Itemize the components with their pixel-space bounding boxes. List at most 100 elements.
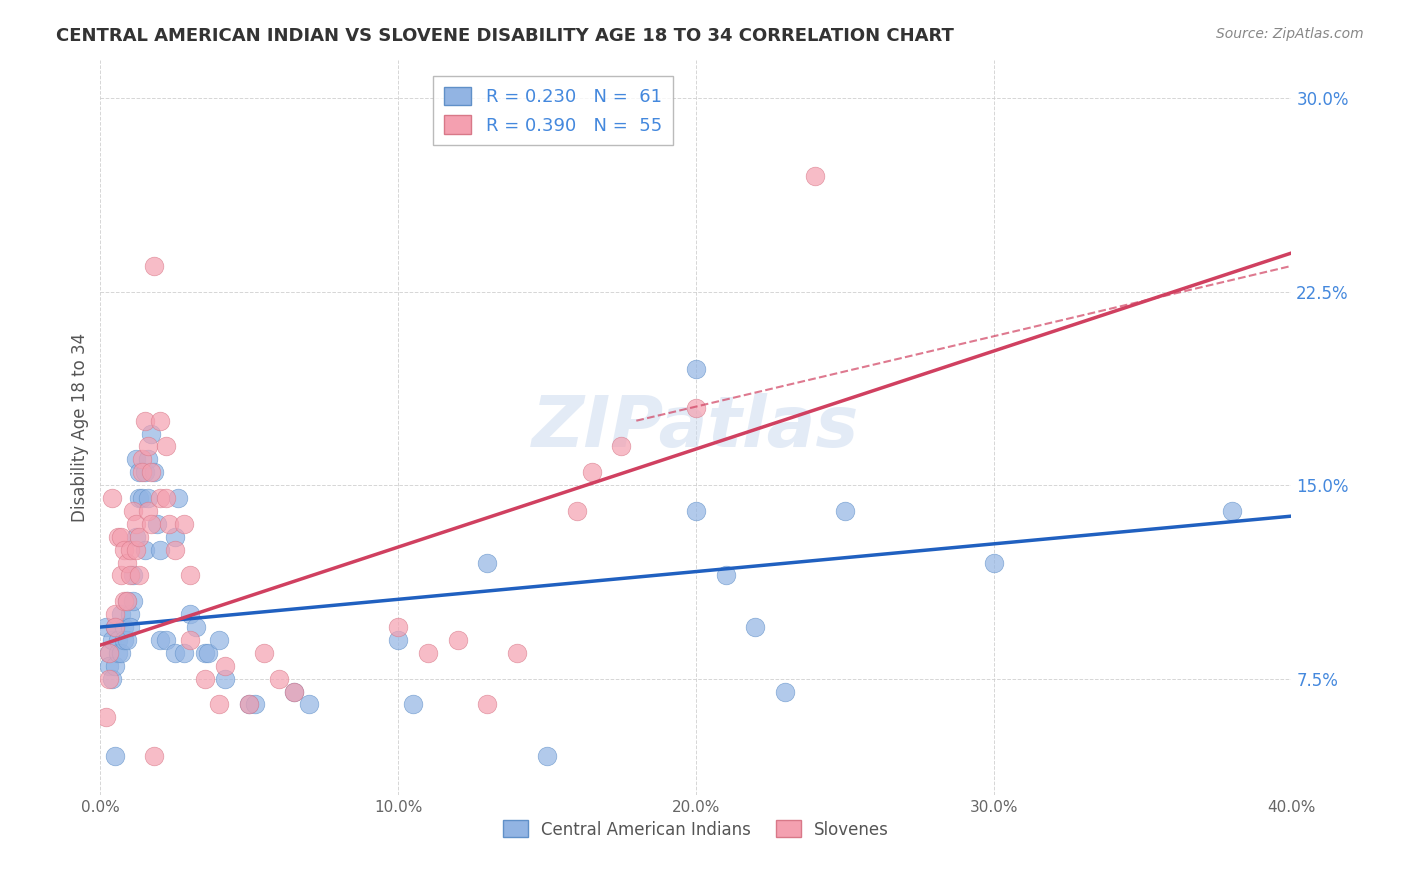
Point [112, 620, 135, 634]
Point [298, 698, 321, 712]
Point [565, 504, 588, 518]
Point [128, 491, 150, 505]
Legend: Central American Indians, Slovenes: Central American Indians, Slovenes [496, 814, 896, 846]
Point [506, 646, 529, 660]
Point [112, 594, 135, 608]
Point [142, 749, 165, 764]
Point [163, 646, 186, 660]
Point [238, 698, 260, 712]
Point [110, 530, 132, 544]
Point [208, 698, 231, 712]
Point [193, 646, 215, 660]
Point [112, 542, 135, 557]
Point [136, 440, 159, 454]
Point [804, 169, 827, 183]
Point [834, 504, 856, 518]
Point [714, 568, 737, 582]
Point [128, 465, 150, 479]
Point [155, 440, 177, 454]
Point [115, 632, 138, 647]
Text: ZIPatlas: ZIPatlas [531, 392, 859, 462]
Point [416, 646, 439, 660]
Point [387, 620, 409, 634]
Point [122, 594, 145, 608]
Point [149, 414, 172, 428]
Point [685, 401, 707, 415]
Point [142, 465, 165, 479]
Point [155, 491, 177, 505]
Point [98, 658, 121, 673]
Point [107, 632, 129, 647]
Point [104, 620, 127, 634]
Point [139, 465, 162, 479]
Point [120, 568, 142, 582]
Point [243, 698, 266, 712]
Point [125, 452, 148, 467]
Point [134, 465, 156, 479]
Point [96, 710, 118, 724]
Point [115, 556, 138, 570]
Point [122, 568, 145, 582]
Point [197, 646, 219, 660]
Point [136, 452, 159, 467]
Point [110, 646, 132, 660]
Point [155, 632, 177, 647]
Point [128, 530, 150, 544]
Point [166, 491, 188, 505]
Point [283, 684, 305, 698]
Point [128, 568, 150, 582]
Point [610, 440, 633, 454]
Point [214, 658, 236, 673]
Y-axis label: Disability Age 18 to 34: Disability Age 18 to 34 [72, 333, 89, 522]
Point [122, 504, 145, 518]
Point [101, 672, 124, 686]
Point [163, 530, 186, 544]
Point [131, 465, 153, 479]
Point [98, 672, 121, 686]
Point [149, 632, 172, 647]
Point [98, 646, 121, 660]
Point [157, 516, 180, 531]
Point [104, 749, 127, 764]
Point [107, 646, 129, 660]
Point [134, 414, 156, 428]
Point [477, 556, 499, 570]
Point [125, 542, 148, 557]
Point [120, 620, 142, 634]
Point [131, 491, 153, 505]
Text: Source: ZipAtlas.com: Source: ZipAtlas.com [1216, 27, 1364, 41]
Point [96, 620, 118, 634]
Point [163, 542, 186, 557]
Point [139, 426, 162, 441]
Point [267, 672, 290, 686]
Point [477, 698, 499, 712]
Point [238, 698, 260, 712]
Point [120, 542, 142, 557]
Point [110, 607, 132, 622]
Point [581, 465, 603, 479]
Point [1220, 504, 1243, 518]
Point [104, 607, 127, 622]
Point [387, 632, 409, 647]
Point [125, 530, 148, 544]
Point [179, 632, 201, 647]
Point [101, 491, 124, 505]
Point [134, 542, 156, 557]
Point [104, 620, 127, 634]
Point [208, 632, 231, 647]
Point [214, 672, 236, 686]
Point [184, 620, 207, 634]
Point [125, 516, 148, 531]
Point [983, 556, 1005, 570]
Point [149, 491, 172, 505]
Point [685, 362, 707, 376]
Point [139, 516, 162, 531]
Point [120, 607, 142, 622]
Point [115, 594, 138, 608]
Point [446, 632, 468, 647]
Point [253, 646, 276, 660]
Point [193, 672, 215, 686]
Point [112, 632, 135, 647]
Point [98, 646, 121, 660]
Point [110, 568, 132, 582]
